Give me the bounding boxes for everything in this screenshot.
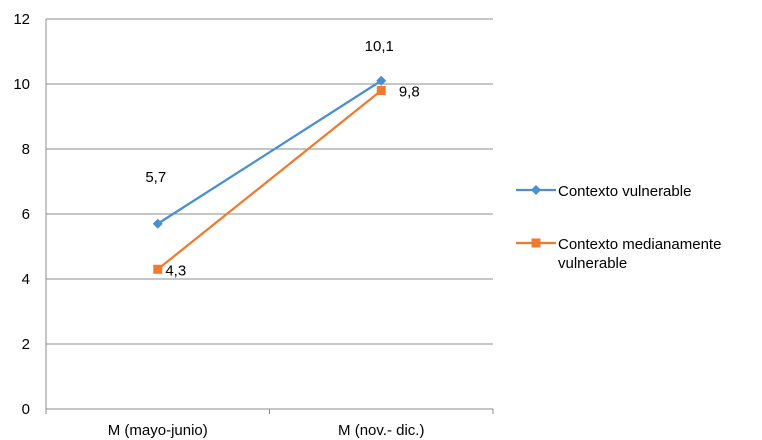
data-point-marker	[152, 218, 163, 229]
data-label: 10,1	[365, 38, 394, 55]
y-tick-label: 12	[13, 11, 30, 28]
gridlines	[46, 18, 493, 345]
y-tick-label: 8	[22, 141, 30, 158]
y-tick-label: 6	[22, 206, 30, 223]
series-line-0	[157, 79, 382, 225]
data-labels: 5,7 10,1 4,3 9,8	[145, 38, 419, 280]
data-label: 4,3	[165, 262, 186, 279]
series-line-1	[157, 89, 382, 271]
legend: Contexto vulnerable Contexto medianamente…	[516, 183, 721, 272]
data-label: 9,8	[399, 84, 420, 101]
data-point-marker	[376, 75, 387, 86]
legend-label: Contexto medianamente	[558, 236, 721, 253]
y-tick-label: 2	[22, 336, 30, 353]
legend-label: Contexto vulnerable	[558, 183, 691, 200]
x-tick-label: M (nov.- dic.)	[338, 422, 424, 439]
legend-marker	[531, 185, 541, 195]
legend-marker	[531, 238, 541, 248]
x-axis-ticks: M (mayo-junio) M (nov.- dic.)	[108, 422, 425, 439]
series-group	[152, 75, 387, 274]
x-tick-label: M (mayo-junio)	[108, 422, 208, 439]
y-tick-label: 0	[22, 401, 30, 418]
data-point-marker	[153, 264, 163, 274]
y-axis-ticks: 0 2 4 6 8 10 12	[13, 11, 30, 418]
y-tick-label: 10	[13, 76, 30, 93]
y-tick-label: 4	[22, 271, 30, 288]
data-point-marker	[376, 86, 386, 95]
legend-label: vulnerable	[558, 255, 627, 272]
axes	[45, 19, 494, 414]
data-label: 5,7	[145, 169, 166, 186]
